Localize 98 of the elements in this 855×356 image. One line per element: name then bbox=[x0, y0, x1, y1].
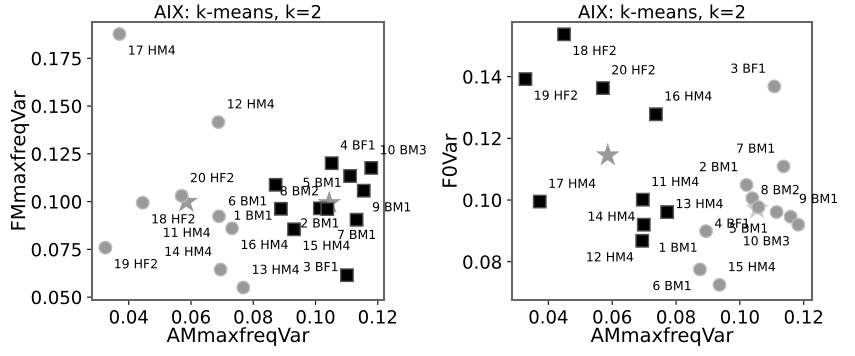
point bbox=[740, 178, 754, 192]
x-tick-label: 0.04 bbox=[110, 310, 148, 324]
x-tick-label: 0.10 bbox=[296, 310, 334, 324]
point bbox=[767, 80, 782, 94]
annotation: 12 HM4 bbox=[228, 99, 274, 108]
y-tick-label: 0.150 bbox=[32, 100, 82, 114]
annotation: 14 HM4 bbox=[588, 212, 635, 221]
annotation: 8 BM2 bbox=[762, 184, 799, 194]
y-tick-label: 0.100 bbox=[32, 195, 82, 209]
point bbox=[214, 262, 228, 277]
point bbox=[791, 218, 806, 232]
annotation: 16 HM4 bbox=[242, 240, 288, 250]
point bbox=[751, 200, 766, 214]
point bbox=[712, 278, 726, 292]
y-tick-label: 0.08 bbox=[463, 255, 502, 269]
annotation: 19 HF2 bbox=[115, 258, 157, 268]
annotation: 8 BM2 bbox=[280, 186, 318, 196]
annotation: 3 BF1 bbox=[731, 64, 765, 73]
annotation: 15 HM4 bbox=[304, 240, 350, 250]
point bbox=[287, 222, 301, 236]
annotation: 6 BM1 bbox=[228, 196, 266, 206]
point bbox=[699, 224, 713, 238]
point bbox=[98, 240, 112, 255]
point bbox=[770, 205, 784, 220]
annotation: 2 BM1 bbox=[301, 218, 338, 228]
annotation: 18 HF2 bbox=[574, 46, 616, 56]
annotation: 11 HM4 bbox=[164, 228, 210, 237]
point bbox=[648, 107, 663, 122]
annotation: 11 HM4 bbox=[652, 176, 698, 186]
point bbox=[636, 218, 651, 232]
chart-title: AIX: k-means, k=2 bbox=[578, 4, 744, 20]
x-axis-title: AMmaxfreqVar bbox=[166, 327, 310, 346]
point bbox=[356, 184, 371, 198]
annotation: 10 BM3 bbox=[744, 236, 789, 246]
x-tick-label: 0.10 bbox=[720, 310, 759, 324]
annotation: 1 BM1 bbox=[234, 210, 272, 220]
annotation: 20 HF2 bbox=[190, 172, 234, 182]
point bbox=[236, 280, 250, 295]
y-tick-label: 0.050 bbox=[32, 290, 82, 304]
annotation: 7 BM1 bbox=[338, 230, 376, 239]
x-tick-label: 0.12 bbox=[784, 310, 822, 324]
point bbox=[557, 27, 571, 42]
x-axis-title: AMmaxfreqVar bbox=[590, 327, 734, 346]
annotation: 1 BM1 bbox=[660, 242, 697, 252]
point bbox=[340, 268, 354, 282]
y-axis-title: F0Var bbox=[442, 133, 457, 187]
y-tick-label: 0.10 bbox=[463, 193, 502, 208]
annotation: 7 BM1 bbox=[737, 144, 774, 153]
annotation: 20 HF2 bbox=[612, 65, 654, 74]
point bbox=[596, 142, 620, 166]
x-tick-label: 0.04 bbox=[529, 310, 568, 324]
point bbox=[636, 192, 650, 207]
annotation: 17 HM4 bbox=[129, 46, 176, 55]
annotation: 5 BM1 bbox=[303, 178, 341, 188]
annotation: 9 BM1 bbox=[372, 202, 410, 212]
x-tick-label: 0.12 bbox=[358, 310, 396, 324]
point bbox=[532, 194, 547, 209]
point bbox=[212, 209, 226, 224]
y-tick-label: 0.14 bbox=[463, 70, 502, 84]
annotation: 17 HM4 bbox=[549, 178, 596, 188]
y-axis-title: FMmaxfreqVar bbox=[10, 90, 30, 230]
annotation: 18 HF2 bbox=[152, 214, 194, 224]
annotation: 12 HM4 bbox=[587, 252, 634, 262]
y-tick-label: 0.175 bbox=[32, 52, 81, 66]
point bbox=[136, 196, 150, 210]
x-tick-label: 0.08 bbox=[657, 310, 695, 324]
annotation: 19 HF2 bbox=[535, 90, 577, 100]
point bbox=[364, 161, 378, 175]
point bbox=[776, 159, 791, 174]
annotation: 3 BF1 bbox=[304, 262, 338, 272]
annotation: 15 HM4 bbox=[729, 262, 776, 272]
annotation: 13 HM4 bbox=[253, 264, 299, 274]
chart-title: AIX: k-means, k=2 bbox=[154, 4, 320, 20]
x-tick-label: 0.06 bbox=[172, 310, 210, 324]
point bbox=[660, 205, 674, 220]
annotation: 16 HM4 bbox=[666, 91, 712, 101]
point bbox=[343, 169, 358, 183]
point bbox=[211, 115, 226, 130]
y-tick-label: 0.12 bbox=[463, 132, 500, 146]
point bbox=[518, 72, 532, 86]
point bbox=[784, 210, 798, 224]
point bbox=[596, 81, 610, 95]
y-tick-label: 0.075 bbox=[32, 242, 81, 256]
point bbox=[274, 202, 288, 216]
annotation: 14 HM4 bbox=[166, 246, 212, 256]
point bbox=[635, 234, 650, 248]
point bbox=[693, 262, 707, 276]
annotation: 4 BF1 bbox=[340, 140, 375, 150]
x-tick-label: 0.08 bbox=[234, 310, 272, 324]
point bbox=[324, 156, 339, 170]
annotation: 2 BM1 bbox=[700, 162, 738, 172]
point bbox=[112, 27, 126, 41]
x-tick-label: 0.06 bbox=[593, 310, 632, 324]
y-tick-label: 0.125 bbox=[32, 147, 81, 161]
annotation: 13 HM4 bbox=[676, 198, 723, 208]
annotation: 6 BM1 bbox=[653, 280, 690, 290]
point bbox=[225, 221, 240, 236]
point bbox=[350, 212, 364, 227]
